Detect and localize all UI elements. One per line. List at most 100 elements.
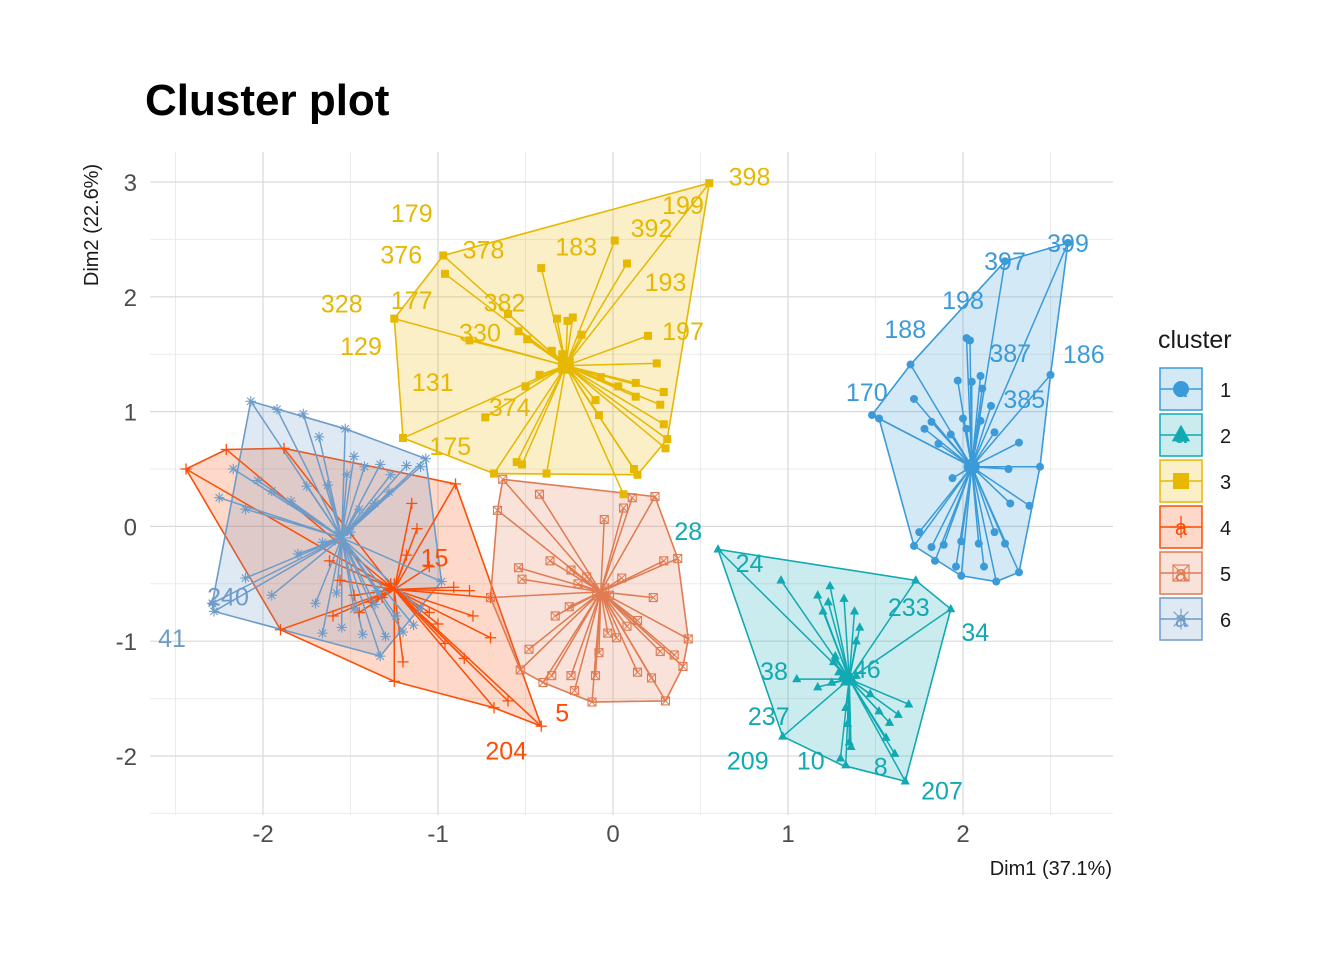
cluster-3-center [557, 357, 574, 374]
cluster-2-point [813, 681, 823, 691]
point-label: 10 [797, 748, 825, 776]
cluster-2-point [813, 590, 823, 599]
cluster-5-point [660, 696, 671, 706]
cluster-4-point [376, 591, 388, 604]
cluster-5-spoke [600, 591, 661, 653]
cluster-5-spoke [518, 567, 601, 593]
cluster-2-point [842, 718, 853, 728]
cluster-6-point [331, 587, 342, 599]
cluster-1-spoke [971, 388, 983, 467]
cluster-5-point [594, 648, 604, 658]
cluster-6-point [252, 475, 263, 486]
cluster-5-spoke [497, 509, 602, 593]
cluster-6-spoke [341, 428, 346, 538]
cluster-4-spoke [393, 588, 491, 639]
point-label: 28 [674, 518, 702, 546]
cluster-1-point [927, 543, 936, 552]
cluster-2-spoke [717, 548, 850, 680]
cluster-5-spoke [600, 497, 633, 593]
cluster-2-point [851, 636, 861, 645]
cluster-1-point [990, 528, 999, 537]
cluster-5-point [564, 602, 574, 612]
cluster-1-spoke [960, 466, 973, 576]
cluster-5-point [646, 673, 657, 683]
cluster-5-point [485, 593, 496, 603]
cluster-4-point [334, 574, 346, 586]
cluster-3-spoke [565, 362, 657, 367]
cluster-5-spoke [600, 496, 656, 593]
cluster-4-point [180, 463, 192, 475]
cluster-3-spoke [565, 335, 649, 367]
cluster-1-point [957, 537, 966, 546]
cluster-2-point [884, 717, 895, 726]
cluster-6-point [317, 537, 328, 548]
cluster-6-spoke [341, 456, 355, 538]
cluster-3-spoke [565, 365, 666, 449]
cluster-1-point [910, 394, 918, 403]
cluster-5-point [673, 553, 683, 564]
cluster-6-point [401, 460, 412, 471]
cluster-3-spoke [565, 365, 668, 440]
cluster-2-point [823, 596, 833, 606]
point-label: 41 [158, 625, 186, 653]
cluster-5-point [599, 514, 609, 525]
cluster-4-point [463, 585, 476, 597]
cluster-1-spoke [971, 405, 992, 467]
cluster-6-point [298, 408, 309, 420]
cluster-6-spoke [276, 408, 343, 539]
cluster-3-point [623, 259, 631, 268]
cluster-1-point [946, 430, 955, 439]
y-tick-label: 1 [124, 400, 137, 427]
cluster-3-point [633, 470, 642, 479]
cluster-2-point [834, 666, 844, 676]
legend-key-marker [1173, 473, 1189, 489]
cluster-1-point [957, 571, 966, 580]
cluster-5-spoke [600, 591, 639, 673]
cluster-1-point [1025, 501, 1034, 510]
cluster-2-point [827, 677, 837, 686]
cluster-6-point [359, 461, 370, 472]
cluster-4-point [535, 720, 547, 732]
cluster-6-spoke [341, 537, 422, 610]
cluster-3-point [504, 310, 512, 319]
cluster-5-point [587, 697, 597, 707]
cluster-1-spoke [924, 428, 973, 468]
x-tick-label: 1 [781, 821, 794, 848]
cluster-3-point [399, 434, 407, 443]
cluster-4-point [406, 497, 418, 510]
point-label: 376 [380, 241, 422, 269]
cluster-5-spoke [521, 578, 601, 593]
cluster-6-spoke [213, 537, 343, 613]
cluster-3-spoke [565, 365, 625, 495]
cluster-4-spoke [393, 565, 430, 591]
cluster-1-point [939, 540, 948, 549]
point-label: 131 [412, 369, 454, 397]
cluster-3-spoke [565, 364, 661, 406]
cluster-5-spoke [600, 591, 689, 640]
cluster-4-point [397, 656, 409, 668]
cluster-6-point [375, 459, 386, 470]
cluster-6-point [420, 453, 431, 464]
cluster-1-point [952, 562, 960, 571]
cluster-6-spoke [271, 537, 343, 596]
cluster-6-point [415, 603, 426, 615]
cluster-3-spoke [565, 365, 600, 416]
cluster-1-point [987, 401, 995, 410]
cluster-6-spoke [211, 537, 343, 604]
cluster-5-point [569, 686, 580, 696]
cluster-6-center [331, 527, 353, 549]
point-label: 15 [421, 544, 449, 572]
cluster-6-point [390, 610, 402, 622]
point-label: 5 [555, 699, 569, 727]
point-label: 233 [888, 594, 930, 622]
point-label: 186 [1063, 341, 1105, 369]
cluster-6-spoke [335, 537, 343, 594]
cluster-2-center [840, 668, 859, 686]
cluster-2-point [828, 656, 839, 666]
cluster-3-point [563, 316, 572, 325]
cluster-1-point [953, 376, 962, 385]
cluster-6-point [348, 451, 360, 462]
cluster-3-point [465, 336, 474, 345]
cluster-5-point [627, 493, 637, 503]
cluster-3-point [523, 335, 532, 344]
